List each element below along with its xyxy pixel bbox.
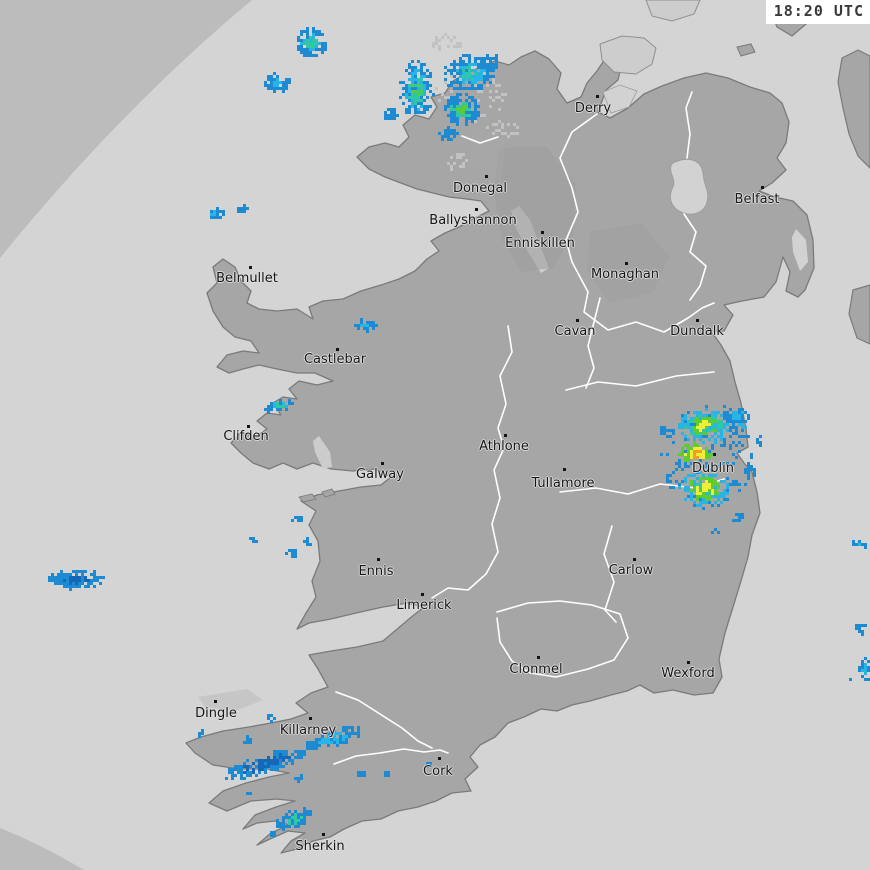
city-marker-enniskillen <box>541 231 544 234</box>
city-marker-monaghan <box>625 262 628 265</box>
city-marker-athlone <box>504 434 507 437</box>
lough-foyle <box>602 84 638 114</box>
aran-island-1 <box>298 493 317 503</box>
border-cork-kerry <box>335 691 433 749</box>
islay-island <box>599 35 657 75</box>
city-marker-ennis <box>377 558 380 561</box>
lough-corrib <box>313 436 332 469</box>
city-marker-tullamore <box>563 468 566 471</box>
city-marker-donegal <box>485 175 488 178</box>
aran-island-2 <box>321 488 336 498</box>
city-marker-killarney <box>309 717 312 720</box>
city-marker-clonmel <box>537 656 540 659</box>
river-boyne <box>565 371 715 391</box>
radar-grey-patch-donegal <box>494 146 576 272</box>
river-swilly <box>461 135 499 144</box>
radar-range-wedge-bottomleft <box>0 828 84 870</box>
border-tipperary-loop <box>496 600 629 678</box>
city-marker-cork <box>438 757 441 760</box>
galloway-coast <box>848 284 870 345</box>
city-marker-belmullet <box>249 266 252 269</box>
kintyre-coast <box>837 49 870 169</box>
city-marker-sherkin <box>322 833 325 836</box>
river-shannon <box>431 325 513 599</box>
river-erne-cavan <box>585 297 601 389</box>
city-marker-galway <box>381 462 384 465</box>
city-marker-cavan <box>576 319 579 322</box>
radar-grey-patch-monaghan <box>587 223 669 303</box>
timestamp-badge: 18:20 UTC <box>765 0 870 24</box>
city-marker-dundalk <box>696 319 699 322</box>
city-marker-carlow <box>633 558 636 561</box>
radar-range-wedge-topleft <box>0 0 252 258</box>
city-marker-dingle <box>214 700 217 703</box>
city-marker-ballyshannon <box>475 208 478 211</box>
jura-island <box>645 0 701 22</box>
city-marker-derry <box>596 95 599 98</box>
precipitation-layer <box>48 27 870 837</box>
city-marker-wexford <box>687 661 690 664</box>
river-bann-upper <box>685 91 693 159</box>
river-barrow <box>603 525 617 623</box>
river-lee-cork <box>333 748 449 765</box>
rathlin-island <box>736 43 756 57</box>
city-marker-castlebar <box>336 348 339 351</box>
city-marker-limerick <box>421 593 424 596</box>
lough-neagh <box>670 159 709 215</box>
city-marker-clifden <box>247 425 250 428</box>
border-northern-ireland <box>559 113 715 333</box>
city-marker-belfast <box>761 186 764 189</box>
strangford-lough <box>792 229 808 271</box>
city-marker-dublin <box>713 453 716 456</box>
river-bann-lower <box>683 213 707 301</box>
tralee-lowland-patch <box>198 689 263 711</box>
radar-grey-patch-nw <box>470 126 506 182</box>
